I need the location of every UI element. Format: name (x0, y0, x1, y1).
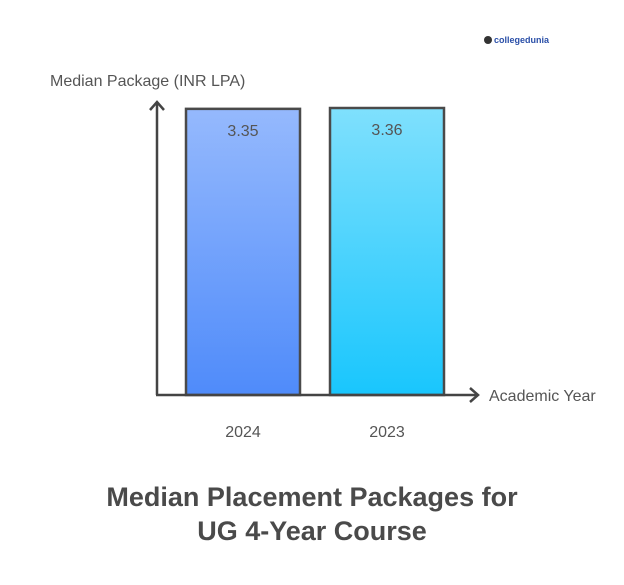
data-label: 3.36 (371, 122, 402, 139)
chart-title-line-2: UG 4-Year Course (197, 516, 427, 546)
x-axis-arrow-icon (469, 387, 480, 403)
y-axis-label: Median Package (INR LPA) (50, 73, 245, 90)
logo-icon (484, 36, 492, 44)
bar-2023 (328, 106, 446, 397)
x-tick-label: 2024 (225, 424, 261, 441)
chart-title: Median Placement Packages for UG 4-Year … (0, 480, 624, 548)
x-tick-label: 2023 (369, 424, 405, 441)
x-axis-label: Academic Year (489, 388, 596, 405)
data-label: 3.35 (227, 123, 258, 140)
logo: collegedunia (484, 35, 549, 45)
bar-chart: Median Package (INR LPA) Academic Year 3… (50, 73, 596, 441)
logo-text: collegedunia (494, 35, 550, 45)
chart-title-line-1: Median Placement Packages for (106, 482, 518, 512)
bar-2024 (184, 107, 302, 397)
y-axis-arrow-icon (149, 100, 165, 111)
